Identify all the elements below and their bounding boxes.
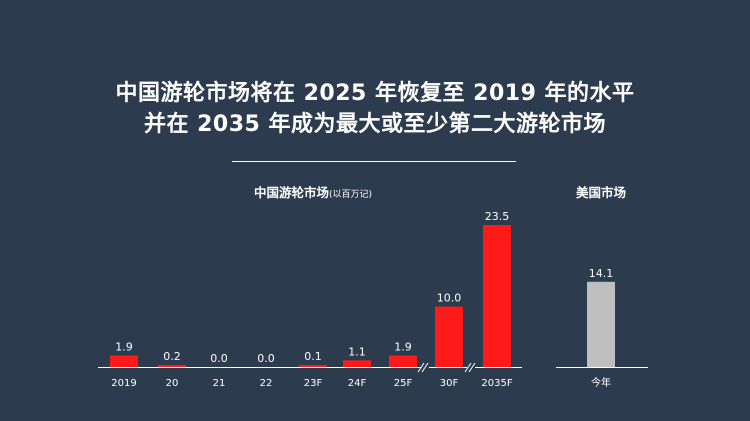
china-value-label: 1.9: [115, 341, 133, 354]
china-category-label: 22: [260, 378, 273, 389]
china-bar-24F: [343, 360, 371, 367]
us-category-label: 今年: [591, 376, 611, 389]
title-line-2: 并在 2035 年成为最大或至少第二大游轮市场: [143, 112, 607, 137]
china-value-label: 0.0: [257, 352, 275, 365]
title-line-1: 中国游轮市场将在 2025 年恢复至 2019 年的水平: [115, 81, 635, 106]
china-bar-2035F: [483, 225, 511, 367]
china-category-label: 2035F: [481, 378, 512, 389]
china-category-label: 25F: [394, 378, 413, 389]
china-value-label: 0.2: [163, 350, 181, 363]
china-category-label: 24F: [348, 378, 367, 389]
china-value-label: 1.9: [394, 341, 412, 354]
china-category-label: 20: [166, 378, 179, 389]
page-title: 中国游轮市场将在 2025 年恢复至 2019 年的水平 并在 2035 年成为…: [0, 78, 750, 140]
china-bar-30F: [435, 306, 463, 367]
us-chart-title: 美国市场: [576, 185, 626, 200]
us-bar-今年: [587, 281, 615, 367]
axis-break-marker-2: [464, 362, 476, 373]
china-bar-23F: [299, 365, 327, 367]
china-category-label: 2019: [111, 378, 136, 389]
china-value-label: 0.0: [210, 352, 228, 365]
china-bar-25F: [389, 355, 417, 367]
us-value-label: 14.1: [589, 267, 614, 280]
china-category-label: 23F: [304, 378, 323, 389]
china-bar-2019: [110, 355, 138, 367]
china-value-label: 10.0: [437, 292, 462, 305]
title-divider: [232, 161, 516, 162]
axis-break-marker-1: [417, 362, 429, 373]
china-chart-title: 中国游轮市场(以百万记): [254, 185, 372, 200]
china-value-label: 23.5: [485, 210, 510, 223]
china-value-label: 0.1: [304, 350, 322, 363]
china-value-label: 1.1: [348, 345, 366, 358]
china-category-label: 21: [213, 378, 226, 389]
china-category-label: 30F: [440, 378, 459, 389]
china-bar-20: [158, 365, 186, 367]
